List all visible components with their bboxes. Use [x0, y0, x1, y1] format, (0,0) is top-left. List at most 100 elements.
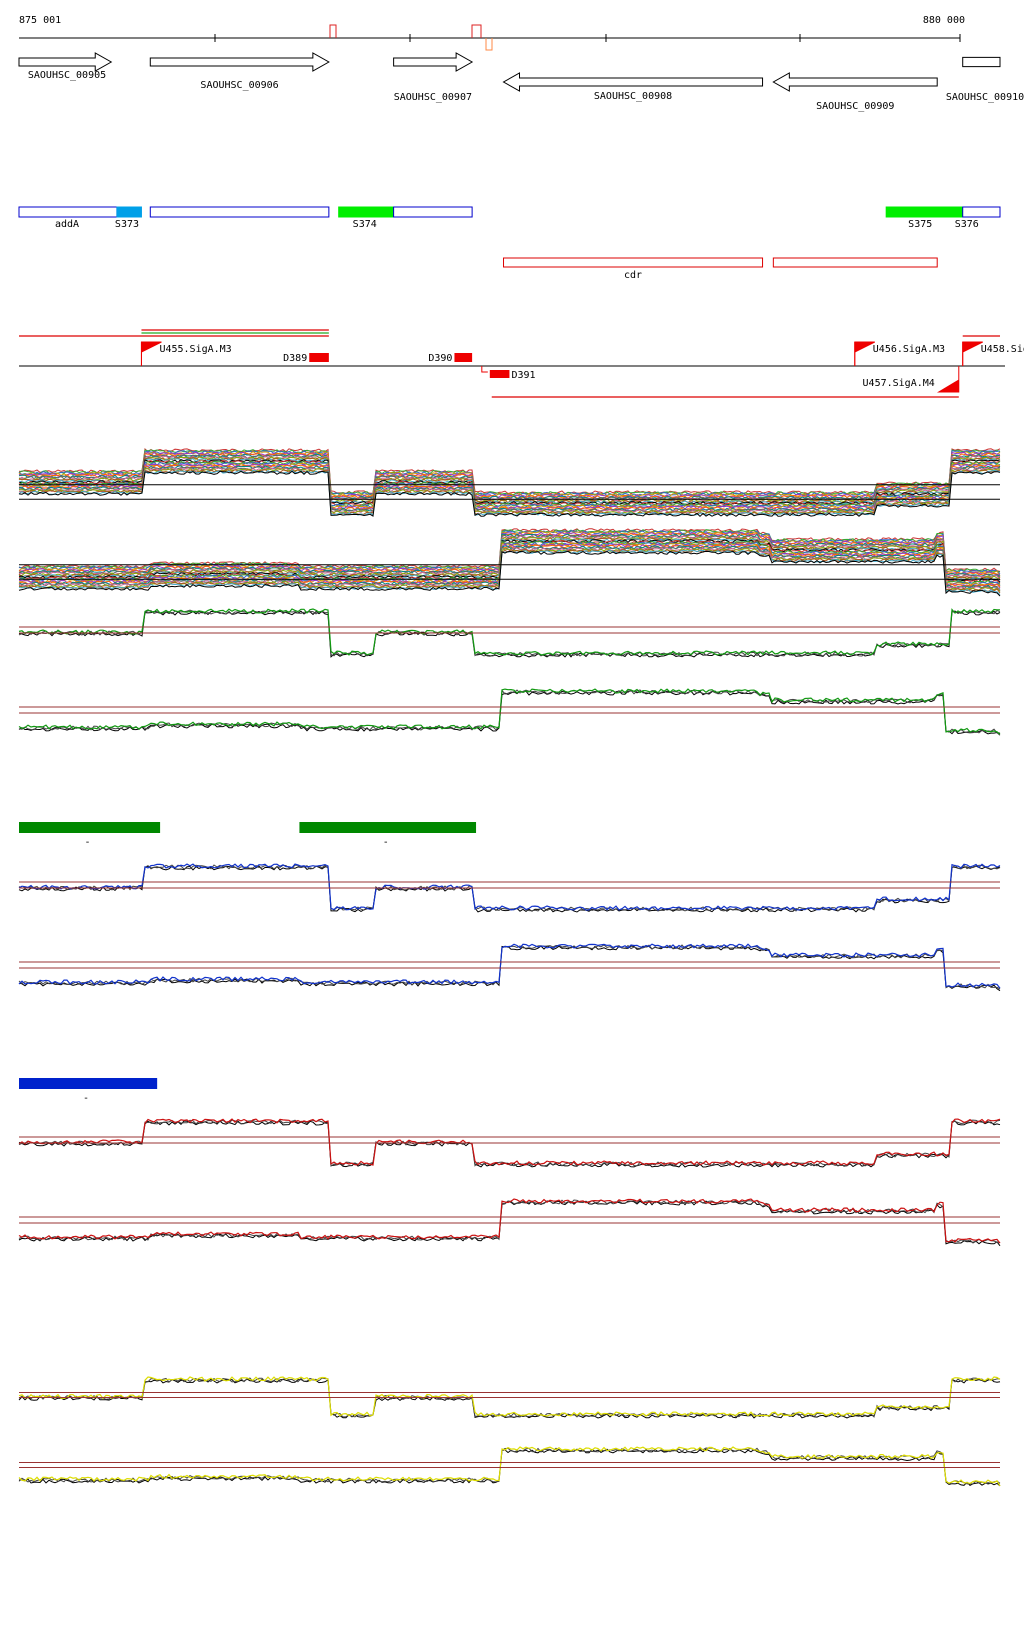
multi-condition-minus [18, 528, 1001, 597]
condition-block [19, 1078, 158, 1089]
green-profile-plus [18, 608, 1001, 658]
gene-track: SAOUHSC_00905 SAOUHSC_00906 SAOUHSC_00907 S… [18, 52, 1024, 112]
profile-line [18, 461, 1001, 508]
condition-blocks: - - - [19, 822, 477, 1104]
blue-profile-plus [18, 863, 1001, 913]
segment-box [18, 206, 118, 218]
terminator-box [454, 353, 473, 362]
expression-profiles [18, 448, 1001, 1487]
profile-line [18, 537, 1001, 582]
profile-line [18, 544, 1001, 588]
cdr-box [772, 257, 938, 268]
profile-line [18, 1199, 1001, 1244]
ruler-end-label: 880 000 [923, 15, 965, 26]
gene-arrow [393, 52, 474, 72]
gene-arrow [772, 72, 938, 92]
segment-box [338, 206, 395, 218]
terminator-box [489, 370, 510, 378]
profile-line [18, 1376, 1001, 1417]
segment-box [962, 206, 1001, 218]
profile-line [18, 863, 1001, 911]
promoter-label: U455.SigA.M3 [159, 344, 231, 355]
gene-label: SAOUHSC_00906 [200, 80, 278, 91]
condition-block [299, 822, 477, 833]
profile-line [18, 460, 1001, 508]
profile-line [19, 542, 1001, 586]
cdr-track: cdr [503, 257, 938, 281]
terminator-label: D389 [283, 353, 307, 364]
segment-box [393, 206, 473, 218]
condition-block-label: - [83, 1093, 89, 1104]
segment-label: addA [55, 219, 79, 230]
gene-label: SAOUHSC_00905 [28, 70, 106, 81]
profile-line [18, 689, 1001, 736]
terminator-box [309, 353, 329, 362]
profile-line [18, 1118, 1001, 1166]
segment-box [116, 206, 142, 218]
gene-arrow [502, 72, 764, 92]
gene-arrow [149, 52, 330, 72]
condition-block-label: - [383, 837, 389, 848]
red-profile-minus [18, 1198, 1001, 1247]
promoter-flag [962, 341, 983, 366]
gene-label: SAOUHSC_00909 [816, 101, 894, 112]
terminator-label: D390 [428, 353, 452, 364]
yellow-profile-plus [18, 1376, 1001, 1419]
profile-line [18, 540, 1001, 584]
segment-label: S376 [955, 219, 979, 230]
profile-line [18, 466, 1001, 513]
profile-line [18, 550, 1001, 597]
profile-line [18, 448, 1001, 495]
transcripts [19, 329, 1000, 398]
signal-mark-plus [329, 24, 337, 38]
profile-line [18, 539, 1001, 583]
promoter-flag [140, 341, 162, 366]
profile-line [18, 943, 1001, 989]
profile-line [18, 1119, 1001, 1167]
segment-label: S375 [908, 219, 932, 230]
regulation-track: U455.SigA.M3 U456.SigA.M3 U458.SigA. U457.S… [19, 329, 1024, 398]
gene-label: SAOUHSC_00907 [394, 92, 472, 103]
profile-line [18, 608, 1000, 656]
yellow-profile-minus [18, 1446, 1001, 1487]
profile-line [18, 540, 1001, 585]
ruler-signal-marks [329, 24, 493, 51]
promoter-flag [936, 366, 960, 393]
profile-line [18, 450, 1001, 498]
profile-line [18, 944, 1001, 990]
profile-line [18, 1378, 1001, 1419]
segment-label: S373 [115, 219, 139, 230]
profile-line [18, 1446, 1001, 1487]
profile-line [18, 1447, 1001, 1485]
profile-line [18, 865, 1001, 913]
coordinate-ruler: 875 001 880 000 [19, 15, 965, 51]
green-profile-minus [18, 688, 1001, 736]
segment-label: S374 [353, 219, 377, 230]
promoter-label: U458.SigA. [981, 344, 1024, 355]
profile-line [18, 451, 1001, 499]
cdr-box [503, 257, 764, 268]
profile-line [18, 690, 1001, 735]
terminator-stem [481, 366, 488, 373]
condition-block [19, 822, 161, 833]
gene-label: SAOUHSC_00910 [946, 92, 1024, 103]
multi-condition-plus [18, 448, 1001, 517]
profile-line [18, 688, 1001, 735]
promoter-flag [854, 341, 876, 366]
profile-line [18, 548, 1001, 594]
promoter-label: U457.SigA.M4 [863, 378, 935, 389]
cdr-label: cdr [624, 270, 642, 281]
profile-line [18, 531, 1001, 575]
promoter-label: U456.SigA.M3 [873, 344, 945, 355]
gene-label: SAOUHSC_00908 [594, 91, 672, 102]
signal-mark-plus [471, 24, 482, 38]
segment-box [885, 206, 964, 218]
profile-line [18, 610, 1001, 658]
signal-mark-minus [485, 38, 493, 51]
profile-line [18, 546, 1001, 592]
condition-block-label: - [85, 837, 91, 848]
profile-line [18, 1198, 1001, 1244]
profile-line [18, 470, 1001, 517]
profile-line [18, 945, 1001, 992]
